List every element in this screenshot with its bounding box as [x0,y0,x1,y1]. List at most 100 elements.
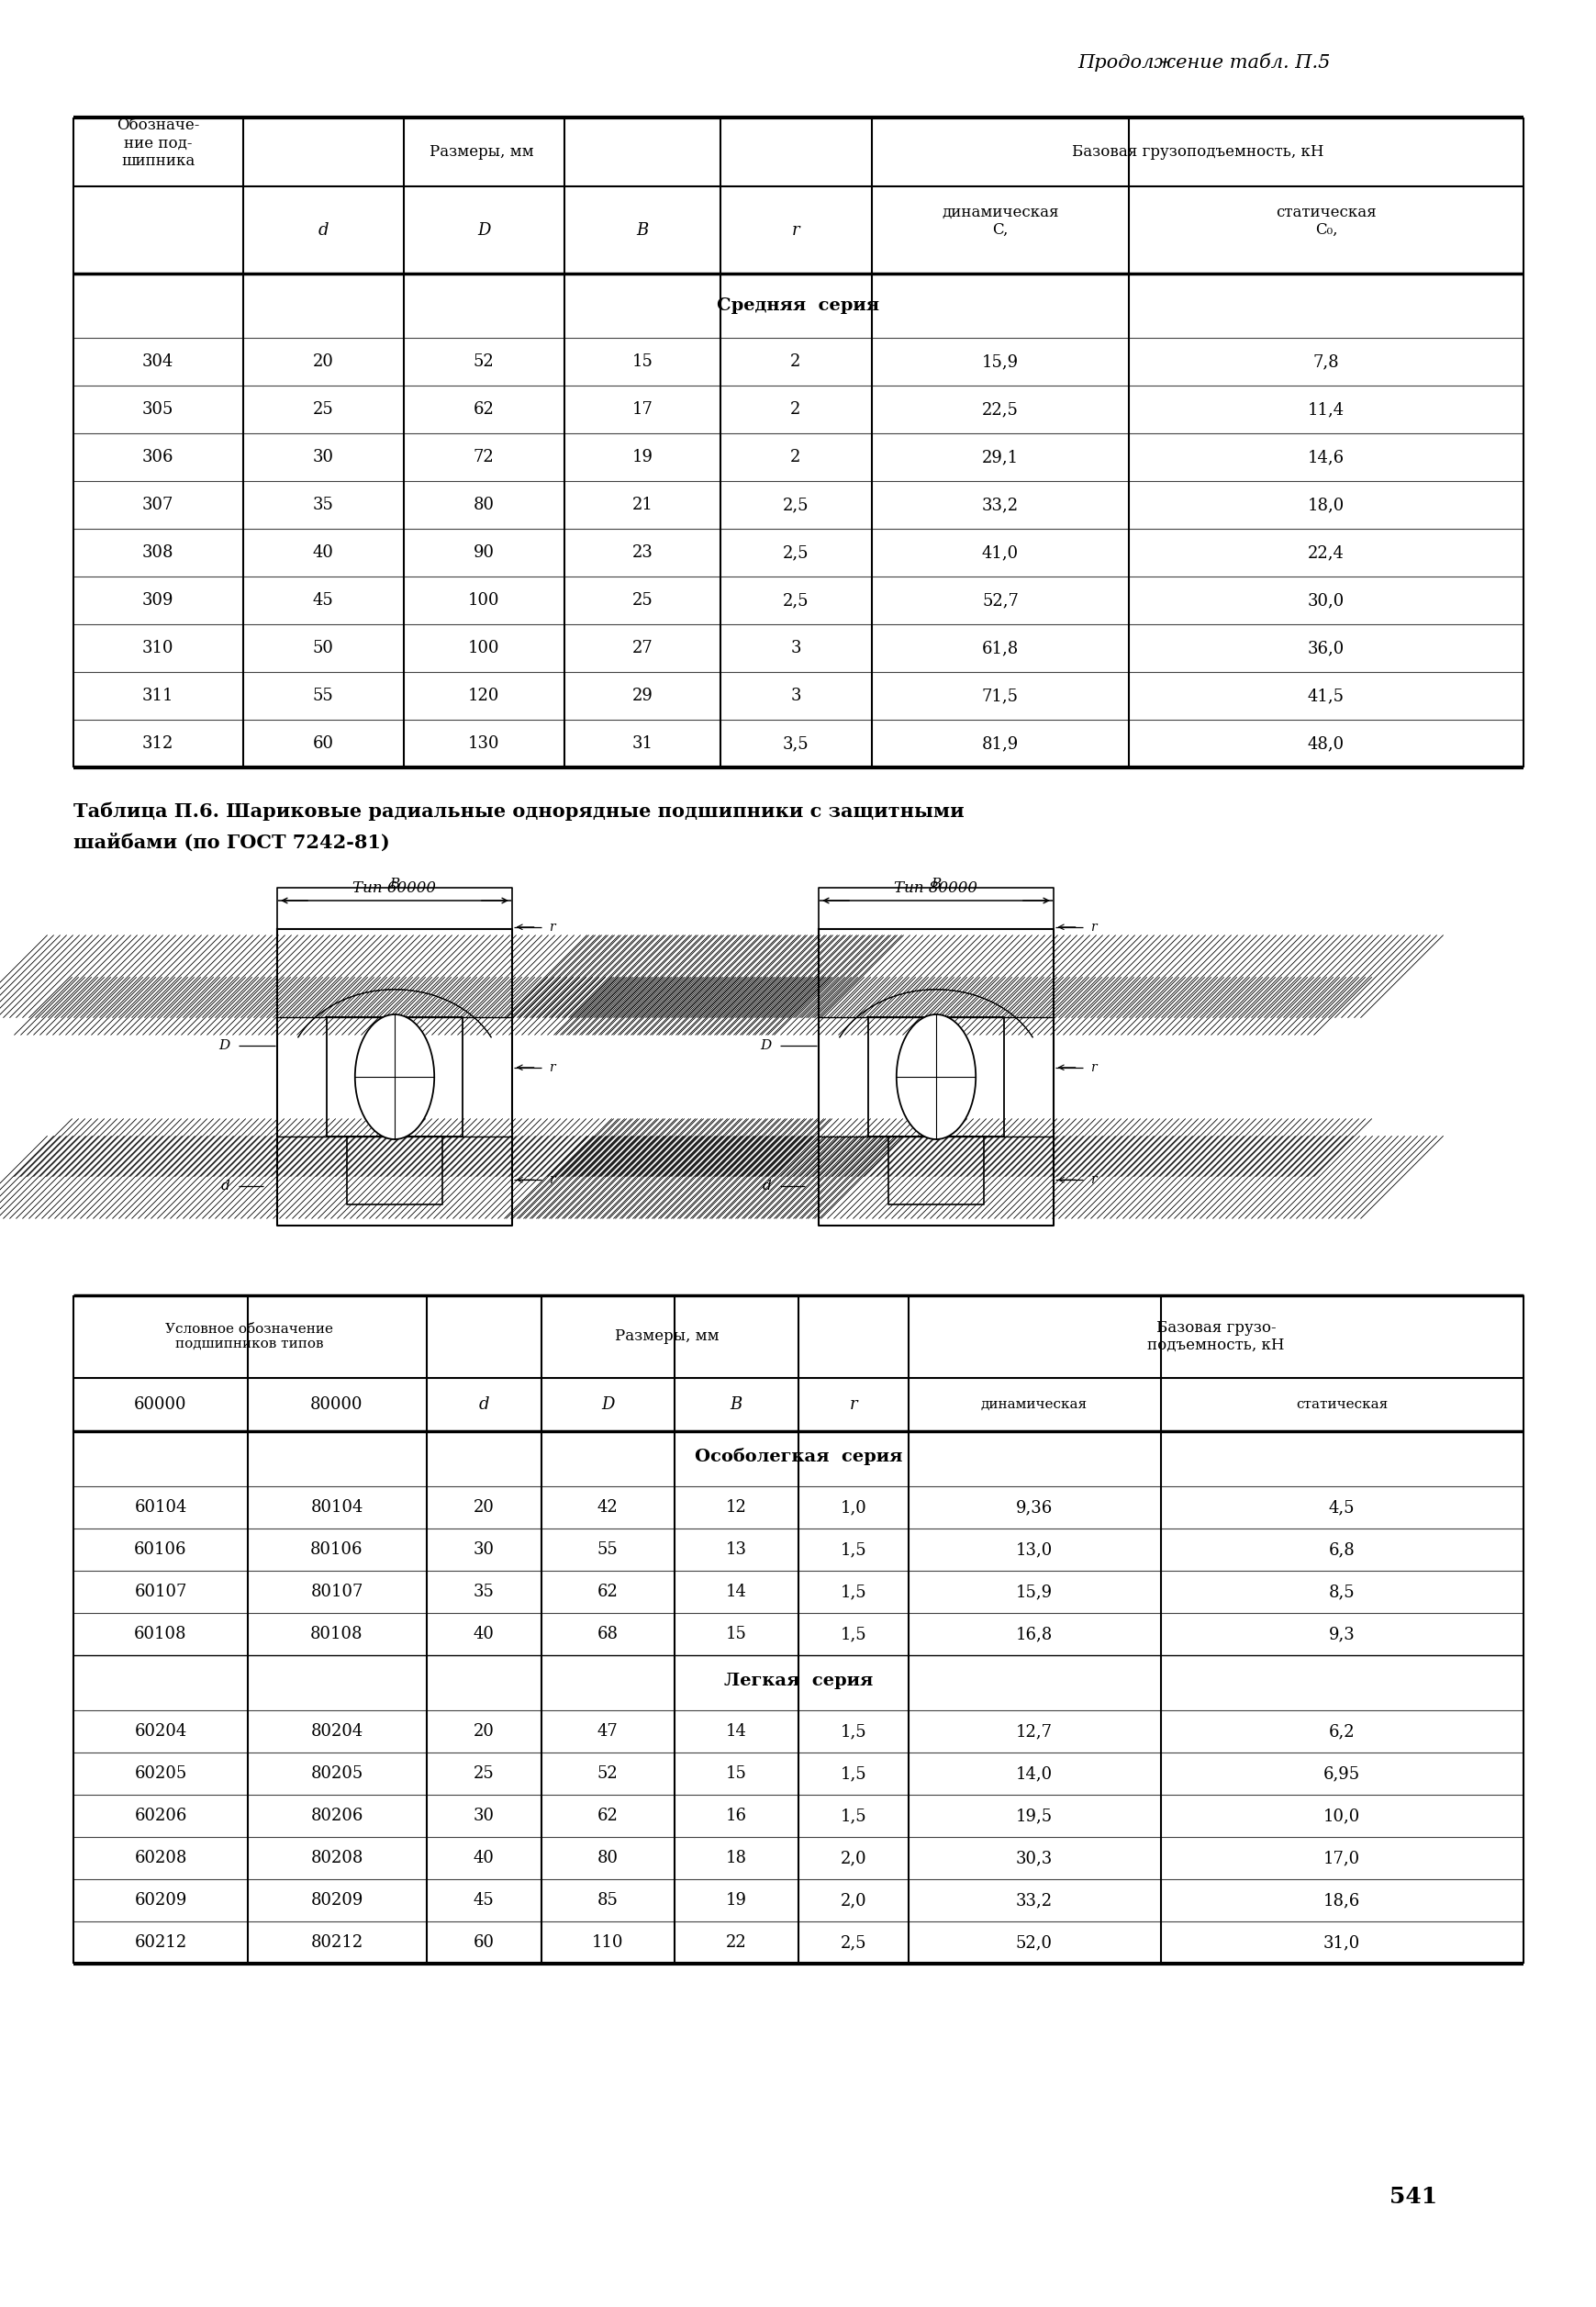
Text: 22,5: 22,5 [982,401,1018,418]
Text: 72: 72 [472,450,493,466]
Ellipse shape [895,1015,975,1140]
Text: 2: 2 [790,353,801,369]
Text: 29,1: 29,1 [982,450,1018,466]
Text: шайбами (по ГОСТ 7242-81): шайбами (по ГОСТ 7242-81) [73,833,389,851]
Text: 27: 27 [632,639,653,657]
Text: 10,0: 10,0 [1323,1809,1360,1825]
Text: 1,5: 1,5 [839,1765,867,1781]
Text: Особолегкая  серия: Особолегкая серия [694,1449,902,1465]
Text: 1,5: 1,5 [839,1541,867,1557]
Text: 3: 3 [790,639,801,657]
Text: 14: 14 [725,1583,745,1601]
Text: B: B [635,221,648,238]
Text: 90: 90 [472,544,493,561]
Text: 42: 42 [597,1500,618,1516]
Text: 80208: 80208 [310,1850,362,1866]
Text: 6,8: 6,8 [1328,1541,1353,1557]
Text: 15,9: 15,9 [982,353,1018,369]
Text: r: r [792,221,800,238]
Text: 68: 68 [597,1626,618,1643]
Text: 80104: 80104 [310,1500,362,1516]
Text: 307: 307 [142,496,174,512]
Text: 80107: 80107 [310,1583,362,1601]
Text: 60209: 60209 [134,1892,187,1908]
Text: 1,0: 1,0 [839,1500,867,1516]
Text: 18,6: 18,6 [1323,1892,1360,1908]
Text: 18,0: 18,0 [1307,496,1344,512]
Text: 2: 2 [790,450,801,466]
Text: 120: 120 [468,687,500,704]
Text: 1,5: 1,5 [839,1809,867,1825]
Text: 20: 20 [472,1500,493,1516]
Text: 60208: 60208 [134,1850,187,1866]
Text: статическая: статическая [1294,1398,1387,1412]
Text: 60104: 60104 [134,1500,187,1516]
Text: r: r [849,1396,857,1412]
Text: Тип 60000: Тип 60000 [353,881,436,897]
Text: 14,6: 14,6 [1307,450,1344,466]
Bar [326,1119,463,1177]
Text: Обозначе-
ние под-
шипника: Обозначе- ние под- шипника [117,118,200,168]
Text: D: D [219,1038,230,1052]
Text: 1,5: 1,5 [839,1583,867,1601]
Text: 61,8: 61,8 [982,639,1018,657]
Text: 15: 15 [725,1626,745,1643]
Text: D: D [600,1396,614,1412]
Text: 60108: 60108 [134,1626,187,1643]
Text: Таблица П.6. Шариковые радиальные однорядные подшипники с защитными: Таблица П.6. Шариковые радиальные одноря… [73,803,964,821]
Text: 52: 52 [472,353,493,369]
Text: 17,0: 17,0 [1323,1850,1360,1866]
Text: 6,2: 6,2 [1328,1723,1353,1739]
Ellipse shape [354,1015,434,1140]
Text: 52: 52 [597,1765,618,1781]
Text: 52,0: 52,0 [1015,1933,1052,1952]
Text: 20: 20 [472,1723,493,1739]
Text: 41,5: 41,5 [1307,687,1344,704]
Text: 33,2: 33,2 [1015,1892,1052,1908]
Text: 30: 30 [472,1809,493,1825]
Text: 305: 305 [142,401,174,418]
Text: 3: 3 [790,687,801,704]
Text: 60204: 60204 [134,1723,187,1739]
Text: Базовая грузо-
подъемность, кН: Базовая грузо- подъемность, кН [1148,1320,1283,1354]
Text: 13: 13 [725,1541,747,1557]
Text: 80: 80 [597,1850,618,1866]
Text: 3,5: 3,5 [782,736,809,752]
Text: D: D [760,1038,771,1052]
Bar [326,978,463,1036]
Text: 1,5: 1,5 [839,1626,867,1643]
Text: 15: 15 [632,353,653,369]
Text: 2,0: 2,0 [839,1892,867,1908]
Text: 100: 100 [468,639,500,657]
Text: d: d [220,1179,230,1193]
Text: 41,0: 41,0 [982,544,1018,561]
Text: 81,9: 81,9 [982,736,1018,752]
Text: 12,7: 12,7 [1015,1723,1052,1739]
Text: B: B [389,877,399,891]
Text: 309: 309 [142,593,174,609]
Text: 16,8: 16,8 [1015,1626,1052,1643]
Text: 308: 308 [142,544,174,561]
Text: 20: 20 [313,353,334,369]
Text: 311: 311 [142,687,174,704]
Text: 45: 45 [472,1892,493,1908]
Text: r: r [1090,920,1095,934]
Text: 60: 60 [472,1933,493,1952]
Bar [868,978,1004,1036]
Text: 1,5: 1,5 [839,1723,867,1739]
Text: Базовая грузоподъемность, кН: Базовая грузоподъемность, кН [1071,145,1323,159]
Text: 45: 45 [313,593,334,609]
Bar [819,934,1053,1017]
Text: 312: 312 [142,736,174,752]
Text: 60206: 60206 [134,1809,187,1825]
Text: 16: 16 [725,1809,747,1825]
Text: 19,5: 19,5 [1015,1809,1052,1825]
Text: 60107: 60107 [134,1583,187,1601]
Text: 55: 55 [313,687,334,704]
Text: 21: 21 [632,496,653,512]
Text: 60106: 60106 [134,1541,187,1557]
Text: 19: 19 [725,1892,747,1908]
Text: 2,0: 2,0 [839,1850,867,1866]
Text: 4,5: 4,5 [1328,1500,1353,1516]
Text: d: d [318,221,329,238]
